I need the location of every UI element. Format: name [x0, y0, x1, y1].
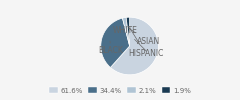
Text: ASIAN: ASIAN	[128, 28, 160, 46]
Wedge shape	[110, 17, 158, 75]
Legend: 61.6%, 34.4%, 2.1%, 1.9%: 61.6%, 34.4%, 2.1%, 1.9%	[47, 84, 193, 96]
Wedge shape	[101, 18, 130, 68]
Wedge shape	[122, 17, 130, 46]
Text: HISPANIC: HISPANIC	[128, 28, 163, 58]
Text: BLACK: BLACK	[98, 41, 123, 55]
Wedge shape	[126, 17, 130, 46]
Text: WHITE: WHITE	[113, 26, 146, 51]
